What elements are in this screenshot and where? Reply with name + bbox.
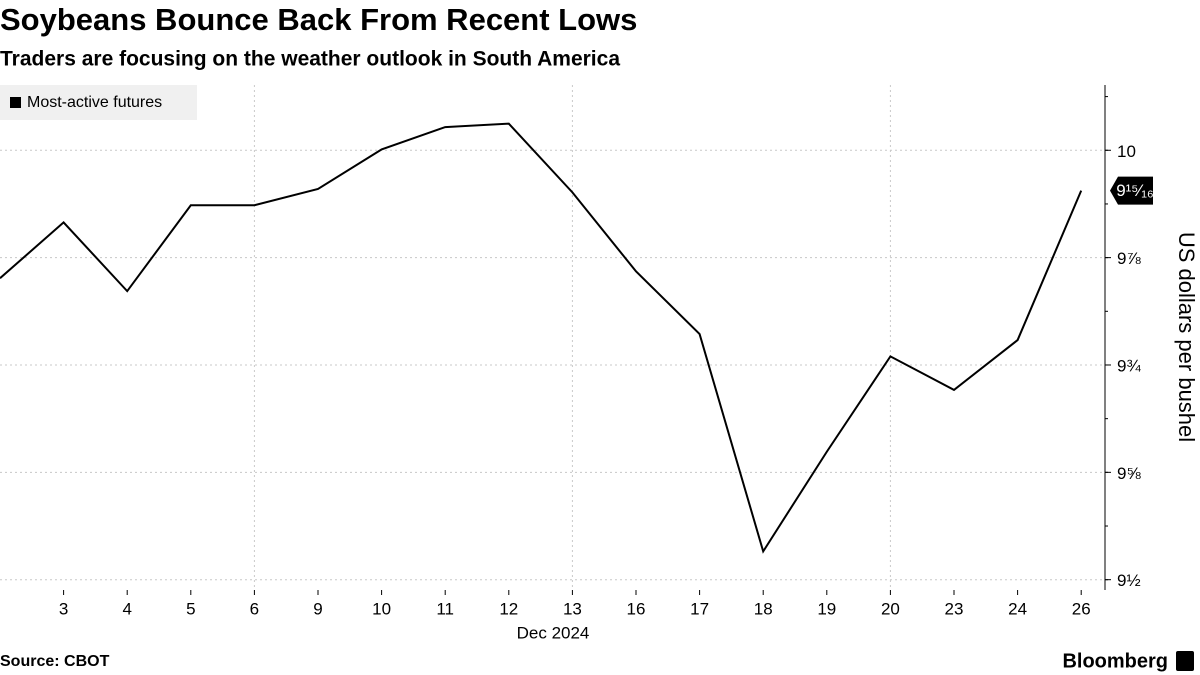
legend-swatch bbox=[10, 97, 21, 108]
x-tick-label: 19 bbox=[817, 599, 836, 618]
y-tick-label: 9¾ bbox=[1117, 356, 1141, 375]
x-tick-label: 18 bbox=[754, 599, 773, 618]
x-tick-label: 6 bbox=[250, 599, 259, 618]
x-tick-label: 12 bbox=[499, 599, 518, 618]
y-tick-label: 9⅞ bbox=[1117, 249, 1141, 268]
x-tick-label: 13 bbox=[563, 599, 582, 618]
x-tick-label: 26 bbox=[1072, 599, 1091, 618]
x-tick-label: 20 bbox=[881, 599, 900, 618]
x-tick-label: 3 bbox=[59, 599, 68, 618]
x-axis-label: Dec 2024 bbox=[517, 623, 590, 642]
x-tick-label: 10 bbox=[372, 599, 391, 618]
x-tick-label: 5 bbox=[186, 599, 195, 618]
source: Source: CBOT bbox=[0, 653, 110, 670]
x-tick-label: 16 bbox=[627, 599, 646, 618]
last-value-label: 9¹⁵⁄₁₆ bbox=[1116, 181, 1154, 200]
brand-icon bbox=[1176, 651, 1194, 671]
brand: Bloomberg bbox=[1062, 650, 1168, 672]
last-value-tag bbox=[1110, 176, 1153, 205]
x-tick-label: 24 bbox=[1008, 599, 1027, 618]
legend-label: Most-active futures bbox=[27, 94, 162, 111]
x-tick-label: 9 bbox=[313, 599, 322, 618]
y-tick-label: 9½ bbox=[1117, 571, 1141, 590]
y-axis-label: US dollars per bushel bbox=[1174, 232, 1199, 442]
chart-title: Soybeans Bounce Back From Recent Lows bbox=[0, 2, 637, 37]
x-tick-label: 17 bbox=[690, 599, 709, 618]
y-tick-label: 9⅝ bbox=[1117, 464, 1141, 483]
x-tick-label: 23 bbox=[945, 599, 964, 618]
legend-box bbox=[0, 85, 197, 120]
x-tick-label: 11 bbox=[436, 599, 454, 618]
x-tick-label: 4 bbox=[122, 599, 131, 618]
series-line bbox=[0, 122, 1083, 554]
y-tick-label: 10 bbox=[1117, 142, 1136, 161]
chart-subtitle: Traders are focusing on the weather outl… bbox=[0, 48, 620, 71]
